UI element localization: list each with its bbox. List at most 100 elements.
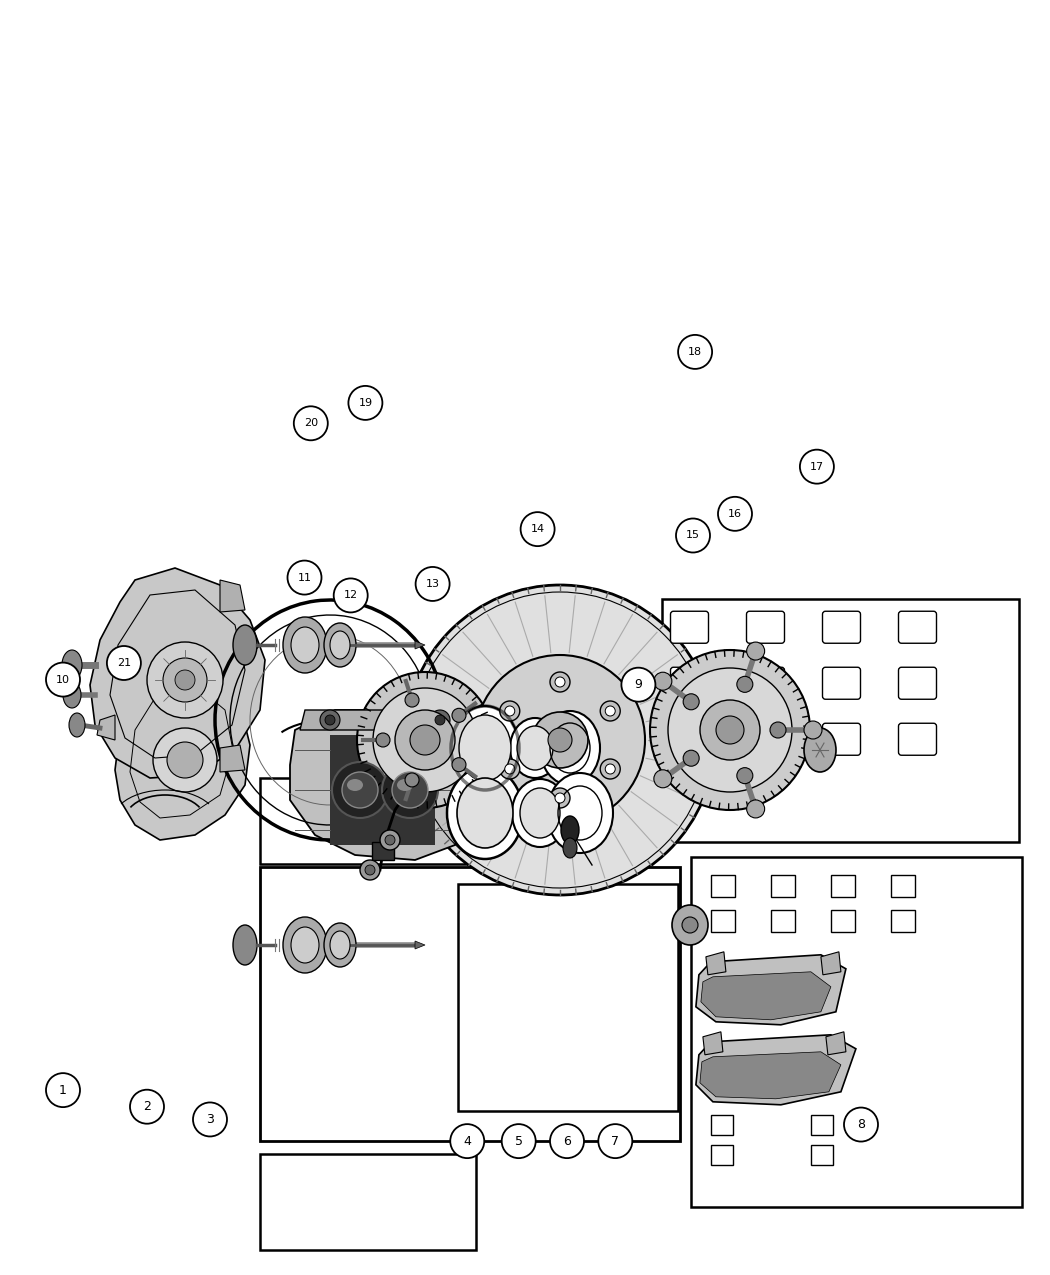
- Bar: [260, 867, 680, 1141]
- Circle shape: [405, 694, 419, 708]
- Ellipse shape: [512, 779, 568, 847]
- Ellipse shape: [330, 931, 350, 959]
- Circle shape: [46, 663, 80, 696]
- Circle shape: [107, 646, 141, 680]
- Circle shape: [365, 864, 375, 875]
- Circle shape: [716, 717, 744, 745]
- Circle shape: [452, 757, 466, 771]
- FancyBboxPatch shape: [899, 723, 937, 755]
- Ellipse shape: [63, 682, 81, 708]
- Ellipse shape: [540, 711, 600, 785]
- Circle shape: [500, 759, 520, 779]
- Circle shape: [450, 1125, 484, 1158]
- Circle shape: [622, 668, 655, 701]
- Ellipse shape: [563, 838, 578, 858]
- Circle shape: [598, 1125, 632, 1158]
- Text: 1: 1: [59, 1084, 67, 1096]
- Circle shape: [676, 519, 710, 552]
- Ellipse shape: [459, 715, 511, 782]
- Ellipse shape: [346, 779, 363, 790]
- Circle shape: [167, 742, 203, 778]
- Text: 13: 13: [425, 579, 440, 589]
- FancyBboxPatch shape: [671, 667, 709, 699]
- Text: 16: 16: [728, 509, 742, 519]
- Bar: [711, 875, 735, 896]
- Polygon shape: [90, 567, 265, 778]
- Text: 9: 9: [634, 678, 643, 691]
- Polygon shape: [706, 952, 726, 975]
- Ellipse shape: [561, 816, 579, 844]
- Circle shape: [650, 650, 810, 810]
- Circle shape: [550, 1125, 584, 1158]
- Circle shape: [737, 768, 753, 784]
- Text: 18: 18: [688, 347, 702, 357]
- Polygon shape: [696, 1035, 856, 1105]
- Text: 6: 6: [563, 1135, 571, 1148]
- Bar: [890, 875, 915, 896]
- Circle shape: [452, 709, 466, 723]
- Ellipse shape: [510, 718, 560, 778]
- Ellipse shape: [291, 927, 319, 963]
- Ellipse shape: [284, 917, 327, 973]
- Ellipse shape: [517, 725, 553, 770]
- Bar: [691, 857, 1022, 1207]
- Text: 7: 7: [611, 1135, 619, 1148]
- Circle shape: [601, 701, 621, 720]
- Ellipse shape: [452, 706, 519, 790]
- Circle shape: [844, 1108, 878, 1141]
- Polygon shape: [415, 941, 425, 949]
- FancyBboxPatch shape: [747, 611, 784, 644]
- FancyBboxPatch shape: [747, 667, 784, 699]
- Bar: [260, 1154, 476, 1250]
- Circle shape: [334, 579, 367, 612]
- Circle shape: [605, 764, 615, 774]
- FancyBboxPatch shape: [671, 611, 709, 644]
- Ellipse shape: [747, 799, 764, 819]
- Circle shape: [380, 830, 400, 850]
- Ellipse shape: [324, 623, 356, 667]
- Circle shape: [416, 567, 449, 601]
- Ellipse shape: [654, 672, 672, 690]
- Text: 17: 17: [810, 462, 824, 472]
- Text: 4: 4: [463, 1135, 471, 1148]
- Circle shape: [320, 710, 340, 731]
- Ellipse shape: [324, 923, 356, 966]
- Circle shape: [405, 585, 715, 895]
- Circle shape: [550, 672, 570, 692]
- Bar: [811, 1145, 833, 1165]
- Circle shape: [737, 676, 753, 692]
- Ellipse shape: [62, 650, 82, 680]
- FancyBboxPatch shape: [899, 611, 937, 644]
- Circle shape: [505, 764, 514, 774]
- Text: 19: 19: [358, 398, 373, 408]
- Polygon shape: [415, 641, 425, 649]
- Ellipse shape: [747, 643, 764, 660]
- Text: 2: 2: [143, 1100, 151, 1113]
- Circle shape: [521, 513, 554, 546]
- Circle shape: [46, 1074, 80, 1107]
- Ellipse shape: [397, 779, 413, 790]
- Bar: [458, 884, 678, 1111]
- Circle shape: [684, 750, 699, 766]
- Circle shape: [435, 715, 445, 725]
- Bar: [831, 875, 855, 896]
- Circle shape: [475, 655, 645, 825]
- Bar: [260, 778, 465, 864]
- Text: 8: 8: [857, 1118, 865, 1131]
- Circle shape: [163, 658, 207, 703]
- Circle shape: [326, 715, 335, 725]
- Polygon shape: [700, 1052, 841, 1099]
- Circle shape: [548, 728, 572, 752]
- Text: 20: 20: [303, 418, 318, 428]
- Circle shape: [385, 835, 395, 845]
- Circle shape: [605, 706, 615, 717]
- Circle shape: [410, 725, 440, 755]
- Circle shape: [373, 688, 477, 792]
- Bar: [831, 910, 855, 932]
- FancyBboxPatch shape: [747, 723, 784, 755]
- Circle shape: [668, 668, 792, 792]
- Polygon shape: [701, 972, 831, 1020]
- Ellipse shape: [654, 770, 672, 788]
- Circle shape: [601, 759, 621, 779]
- Ellipse shape: [547, 773, 613, 853]
